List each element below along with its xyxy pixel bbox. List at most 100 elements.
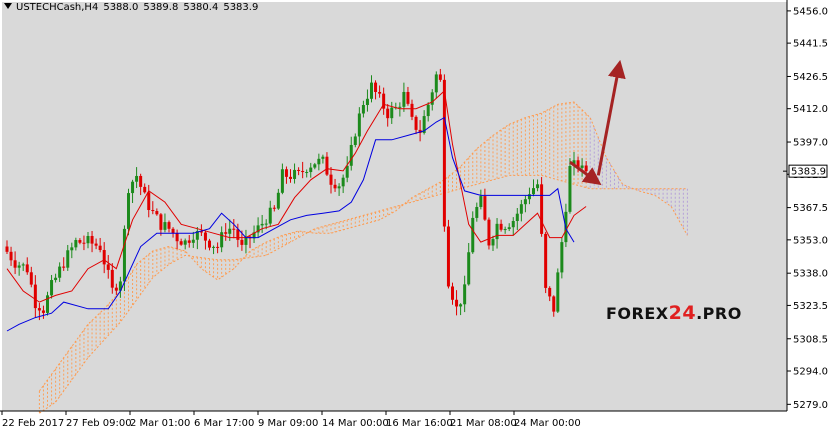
candle-body bbox=[268, 207, 272, 224]
candle-body bbox=[66, 250, 70, 268]
candle-body bbox=[491, 239, 495, 246]
candle-body bbox=[495, 223, 499, 240]
candle-body bbox=[50, 280, 54, 296]
candle-body bbox=[240, 239, 244, 245]
candle-body bbox=[272, 207, 276, 209]
candle-body bbox=[374, 82, 378, 92]
candle-body bbox=[451, 286, 454, 300]
price-tick-label: 5308.5 bbox=[793, 334, 828, 345]
candle-body bbox=[386, 108, 390, 119]
candle bbox=[90, 230, 94, 253]
candle bbox=[451, 282, 454, 305]
candle-body bbox=[98, 245, 102, 251]
symbol-label: USTECHCash,H4 bbox=[16, 2, 99, 13]
candle-body bbox=[216, 246, 220, 248]
candle bbox=[370, 75, 373, 103]
candle bbox=[446, 219, 450, 289]
candle-body bbox=[527, 194, 531, 200]
candle-body bbox=[309, 167, 313, 173]
candle-body bbox=[297, 169, 301, 171]
price-tick-label: 5456.0 bbox=[793, 6, 828, 17]
candle bbox=[232, 219, 236, 239]
candle-body bbox=[438, 74, 442, 80]
candle-body bbox=[122, 228, 126, 282]
candle bbox=[268, 200, 272, 227]
candle-body bbox=[102, 250, 106, 265]
candle-body bbox=[139, 175, 143, 187]
candle-body bbox=[536, 184, 540, 189]
candle bbox=[410, 99, 414, 121]
candle bbox=[519, 199, 523, 222]
candle-body bbox=[21, 264, 25, 266]
time-tick-label: 6 Mar 17:00 bbox=[194, 418, 254, 429]
candle bbox=[155, 208, 159, 216]
price-tick-label: 5426.5 bbox=[793, 72, 828, 83]
candle bbox=[151, 201, 155, 215]
time-tick-label: 2 Mar 01:00 bbox=[130, 418, 190, 429]
candle-body bbox=[252, 232, 256, 239]
candle-body bbox=[479, 196, 483, 207]
time-tick-label: 21 Mar 08:00 bbox=[450, 418, 517, 429]
candle bbox=[187, 235, 191, 248]
candle bbox=[46, 291, 49, 316]
candle bbox=[179, 238, 183, 246]
ichimoku-cloud bbox=[38, 102, 688, 414]
candle bbox=[495, 218, 499, 249]
candle-body bbox=[402, 91, 406, 107]
candle bbox=[313, 162, 317, 170]
candle bbox=[171, 227, 175, 238]
candle-body bbox=[301, 170, 305, 173]
candle-body bbox=[544, 233, 548, 288]
candle-body bbox=[483, 196, 487, 220]
candle bbox=[118, 276, 122, 298]
candle-body bbox=[487, 219, 491, 246]
candle-body bbox=[33, 284, 37, 309]
collapse-triangle-icon[interactable] bbox=[4, 3, 12, 9]
candle-body bbox=[422, 116, 426, 133]
candle-body bbox=[507, 227, 511, 230]
forecast-arrow-up bbox=[596, 59, 626, 176]
candle bbox=[33, 275, 37, 318]
candle bbox=[236, 223, 240, 248]
candle-body bbox=[224, 232, 228, 234]
candle bbox=[507, 223, 511, 232]
candle-body bbox=[179, 241, 183, 245]
candle bbox=[341, 174, 345, 194]
candle-body bbox=[455, 299, 459, 307]
forex24-logo: FOREX24.PRO bbox=[606, 302, 742, 324]
candle bbox=[159, 213, 163, 236]
candle bbox=[491, 235, 495, 251]
candle bbox=[167, 220, 171, 233]
candle-body bbox=[305, 172, 309, 174]
candle bbox=[398, 102, 402, 117]
candle-body bbox=[131, 181, 135, 194]
high-value: 5389.8 bbox=[143, 2, 179, 13]
candle bbox=[402, 82, 406, 112]
candle-body bbox=[341, 177, 345, 187]
candle bbox=[297, 167, 301, 176]
candle-body bbox=[167, 222, 171, 229]
candle-body bbox=[313, 164, 317, 168]
candle bbox=[17, 261, 21, 276]
price-tick-label: 5412.0 bbox=[793, 104, 828, 115]
candle bbox=[552, 295, 556, 317]
candle bbox=[503, 226, 507, 234]
candle-body bbox=[236, 229, 240, 240]
candle bbox=[532, 179, 535, 197]
candle bbox=[203, 230, 207, 250]
candle-body bbox=[159, 214, 163, 230]
candle-body bbox=[382, 93, 386, 109]
time-tick-label: 14 Mar 00:00 bbox=[322, 418, 389, 429]
candle bbox=[329, 167, 333, 194]
candle bbox=[289, 169, 292, 183]
candle bbox=[163, 213, 167, 233]
candle-body bbox=[151, 209, 155, 212]
price-tick-label: 5367.5 bbox=[793, 203, 828, 214]
candle-body bbox=[467, 252, 471, 285]
candle bbox=[106, 255, 110, 279]
candle-body bbox=[118, 281, 122, 291]
candle-body bbox=[171, 228, 175, 234]
candle bbox=[382, 87, 386, 115]
